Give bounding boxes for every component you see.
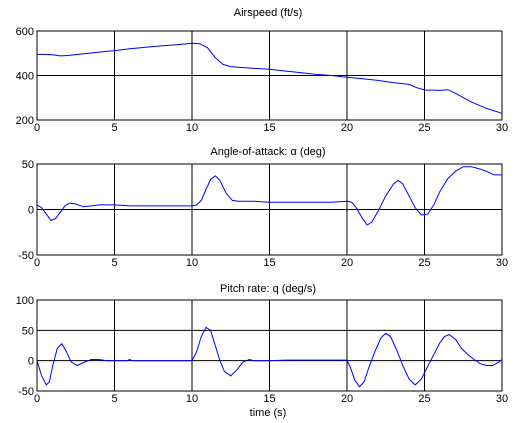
airspeed-x-tick-label: 20 xyxy=(341,122,353,134)
angle-of-attack-x-tick-label: 5 xyxy=(111,257,117,269)
airspeed-x-tick-label: 5 xyxy=(111,122,117,134)
pitch-rate-x-tick-label: 15 xyxy=(263,393,275,405)
pitch-rate-x-tick-labels: 0 5 10 15 20 25 30 xyxy=(34,393,508,405)
angle-of-attack-x-tick-label: 10 xyxy=(186,257,198,269)
pitch-rate-x-tick-label: 0 xyxy=(34,393,40,405)
pitch-rate-x-axis-label: time (s) xyxy=(250,407,287,419)
pitch-rate-x-tick-label: 20 xyxy=(341,393,353,405)
panel-airspeed: Airspeed (ft/s) 0 5 10 15 20 25 30 200 400 600 xyxy=(16,7,508,134)
airspeed-y-tick-labels: 200 400 600 xyxy=(16,26,34,127)
pitch-rate-title: Pitch rate: q (deg/s) xyxy=(220,283,316,295)
airspeed-y-tick-label: 200 xyxy=(16,115,34,127)
airspeed-title: Airspeed (ft/s) xyxy=(234,7,302,19)
angle-of-attack-x-tick-label: 20 xyxy=(341,257,353,269)
angle-of-attack-x-tick-label: 25 xyxy=(418,257,430,269)
pitch-rate-y-tick-labels: -50 0 50 100 xyxy=(16,295,34,398)
angle-of-attack-x-tick-labels: 0 5 10 15 20 25 30 xyxy=(34,257,508,269)
angle-of-attack-y-tick-label: 50 xyxy=(22,159,34,171)
pitch-rate-y-tick-label: 50 xyxy=(22,325,34,337)
airspeed-x-tick-label: 10 xyxy=(186,122,198,134)
angle-of-attack-y-tick-labels: -50 0 50 xyxy=(18,159,34,262)
angle-of-attack-title: Angle-of-attack: α (deg) xyxy=(210,146,325,158)
pitch-rate-x-tick-label: 5 xyxy=(111,393,117,405)
angle-of-attack-gridlines xyxy=(37,164,502,255)
angle-of-attack-series-line xyxy=(36,166,502,226)
panel-angle-of-attack: Angle-of-attack: α (deg) 0 5 10 15 20 25 30 -5… xyxy=(18,146,508,269)
angle-of-attack-y-tick-label: -50 xyxy=(18,250,34,262)
airspeed-x-tick-label: 0 xyxy=(34,122,40,134)
pitch-rate-series-line xyxy=(36,326,503,388)
angle-of-attack-x-tick-label: 15 xyxy=(263,257,275,269)
pitch-rate-x-tick-label: 10 xyxy=(186,393,198,405)
airspeed-y-tick-label: 400 xyxy=(16,71,34,83)
angle-of-attack-x-tick-label: 30 xyxy=(496,257,508,269)
angle-of-attack-x-tick-label: 0 xyxy=(34,257,40,269)
pitch-rate-x-tick-label: 30 xyxy=(496,393,508,405)
pitch-rate-x-tick-label: 25 xyxy=(418,393,430,405)
airspeed-x-tick-label: 30 xyxy=(496,122,508,134)
airspeed-series-line xyxy=(37,42,503,114)
airspeed-gridlines xyxy=(37,31,502,120)
airspeed-x-tick-label: 25 xyxy=(418,122,430,134)
airspeed-x-tick-label: 15 xyxy=(263,122,275,134)
pitch-rate-y-tick-label: 0 xyxy=(28,356,34,368)
angle-of-attack-y-tick-label: 0 xyxy=(28,205,34,217)
panel-pitch-rate: Pitch rate: q (deg/s) 0 5 10 15 20 25 30 -5005… xyxy=(16,283,508,419)
airspeed-x-tick-labels: 0 5 10 15 20 25 30 xyxy=(34,122,508,134)
airspeed-y-tick-label: 600 xyxy=(16,26,34,38)
pitch-rate-y-tick-label: 100 xyxy=(16,295,34,307)
pitch-rate-y-tick-label: -50 xyxy=(18,386,34,398)
